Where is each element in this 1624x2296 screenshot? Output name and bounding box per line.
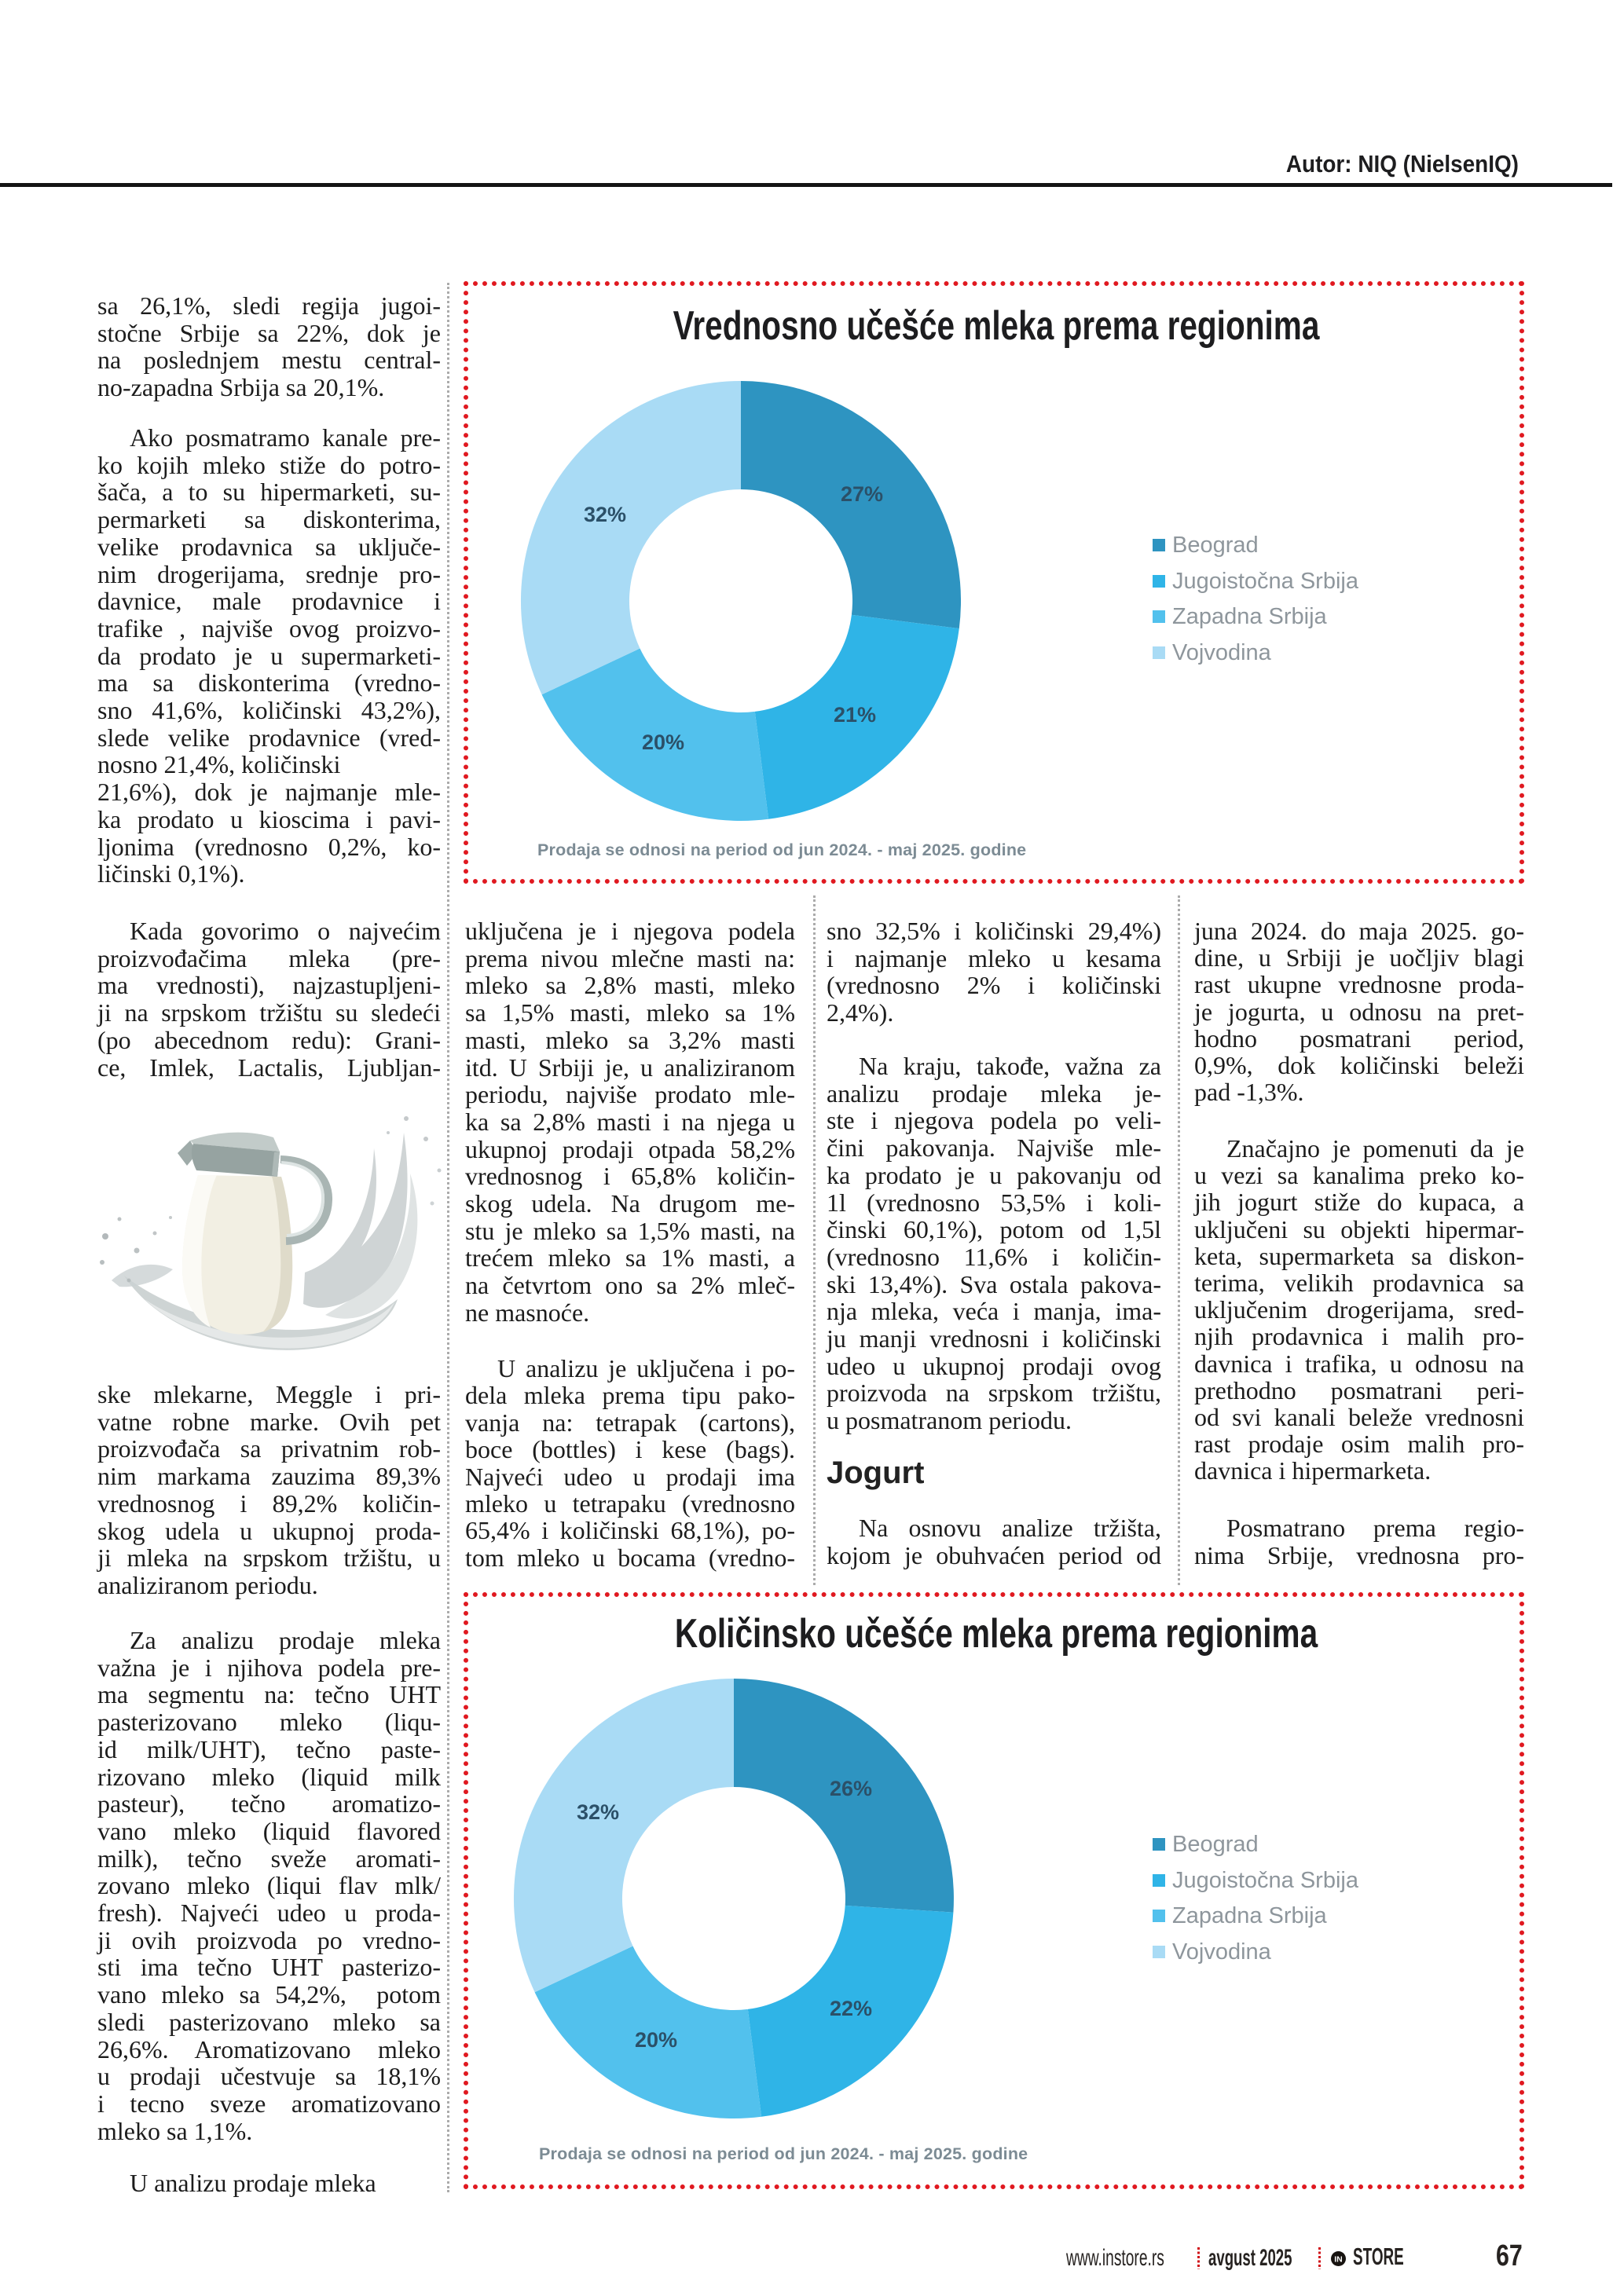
svg-text:32%: 32% [584,503,626,526]
svg-text:20%: 20% [635,2028,677,2052]
svg-text:32%: 32% [577,1800,619,1824]
svg-text:27%: 27% [841,482,883,506]
svg-text:26%: 26% [830,1777,872,1800]
svg-text:20%: 20% [642,731,684,754]
svg-text:22%: 22% [830,1997,872,2020]
svg-text:IN: IN [1334,2255,1343,2265]
svg-text:21%: 21% [834,703,876,727]
